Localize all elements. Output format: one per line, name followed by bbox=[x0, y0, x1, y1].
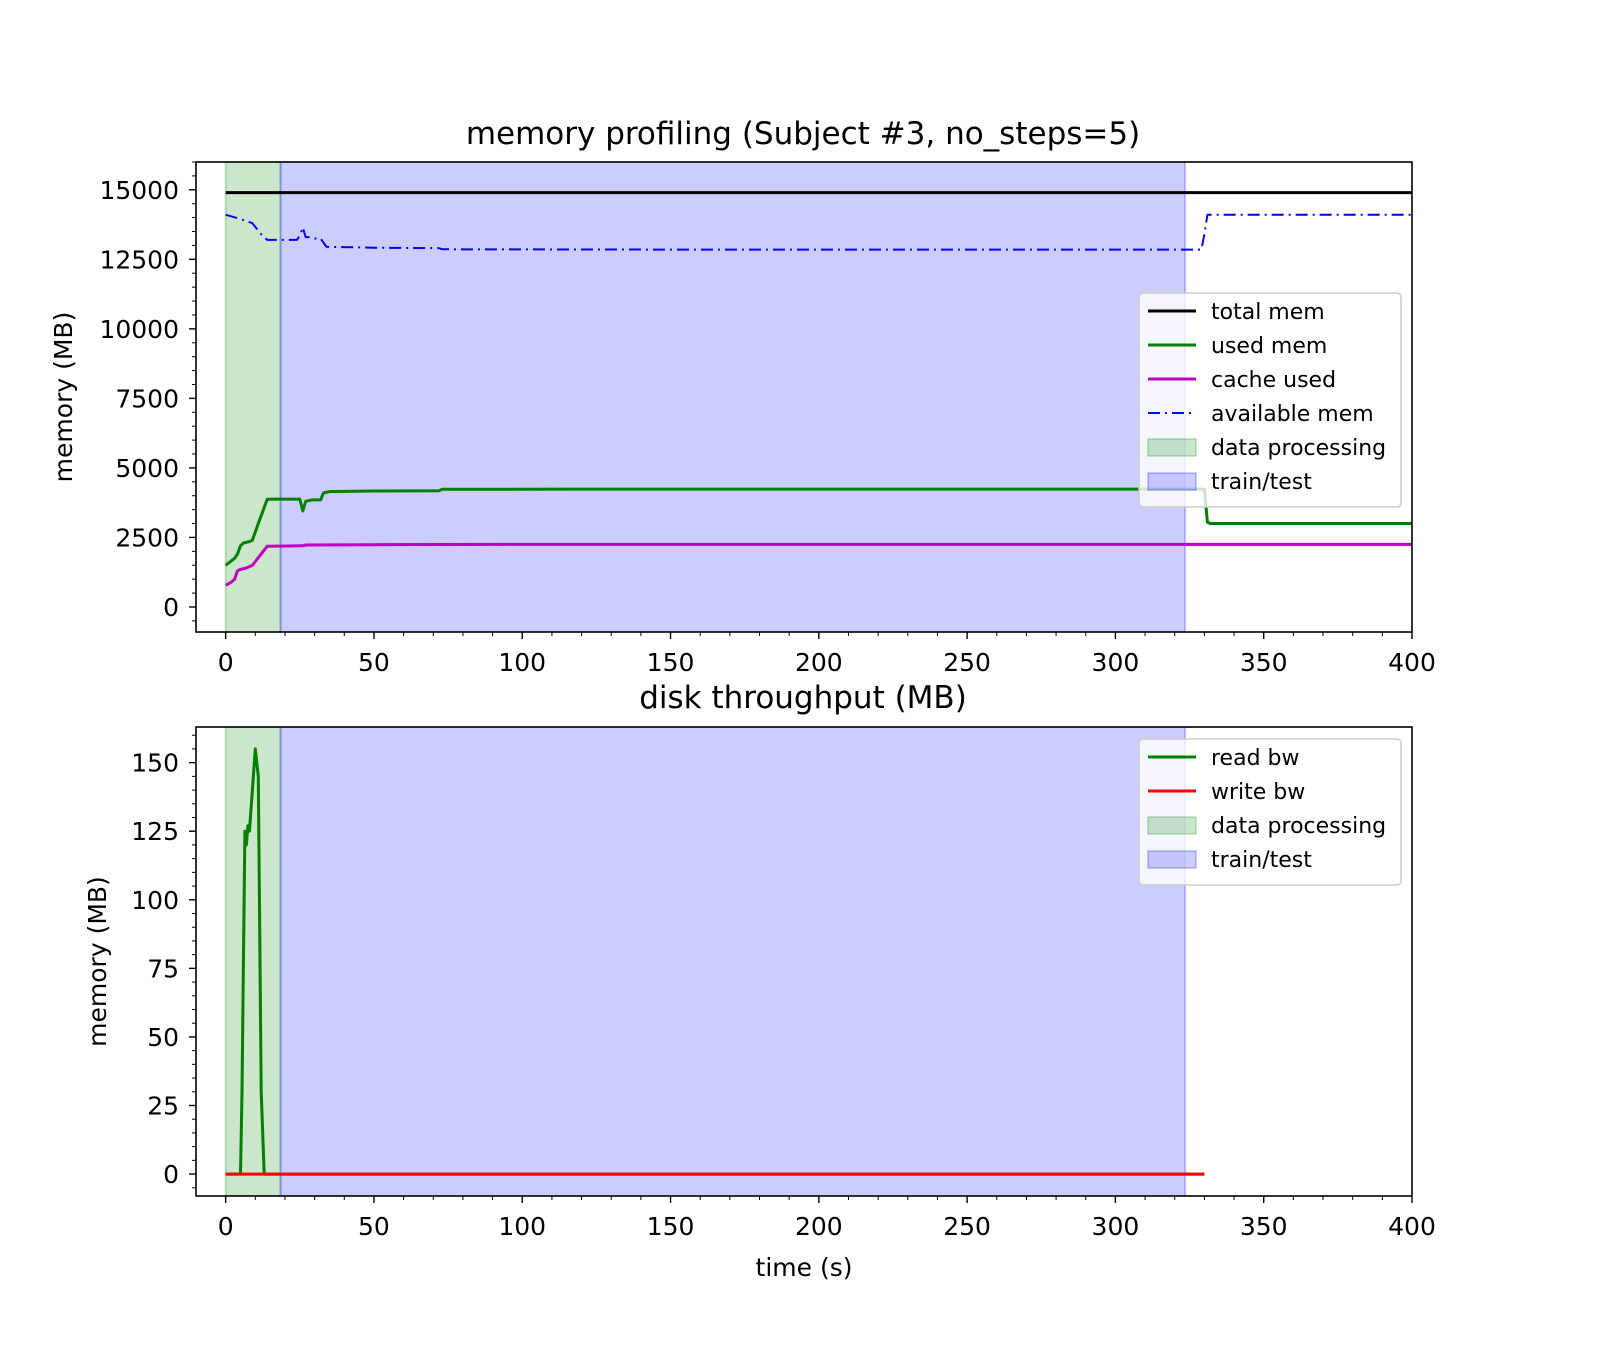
x-tick-label: 400 bbox=[1388, 1212, 1436, 1241]
x-tick-label: 350 bbox=[1240, 648, 1288, 677]
disk-throughput-chart: disk throughput (MB) 0 50 100 150 200 250 300 3… bbox=[83, 680, 1436, 1282]
x-axis-label: time (s) bbox=[756, 1253, 853, 1282]
plot-frame bbox=[195, 161, 1413, 633]
legend: read bw write bw data processing train/test bbox=[1138, 738, 1402, 886]
legend-swatch-data-processing bbox=[1147, 438, 1197, 457]
legend-label-available-mem: available mem bbox=[1211, 402, 1374, 427]
legend-label-total-mem: total mem bbox=[1211, 300, 1325, 325]
x-tick-label: 100 bbox=[498, 1212, 546, 1241]
span-train-test bbox=[280, 727, 1186, 1196]
y-tick-label: 0 bbox=[163, 1160, 179, 1189]
y-tick-label: 25 bbox=[147, 1091, 179, 1120]
series-layer bbox=[225, 747, 1205, 1176]
x-tick-label: 300 bbox=[1092, 1212, 1140, 1241]
series-read-bw bbox=[225, 747, 1205, 1176]
span-data-processing bbox=[225, 727, 281, 1196]
legend-box bbox=[1138, 292, 1402, 508]
x-tick-label: 250 bbox=[943, 648, 991, 677]
legend-label-train-test: train/test bbox=[1211, 470, 1312, 495]
legend-swatch-train-test bbox=[1147, 472, 1197, 491]
chart-title: disk throughput (MB) bbox=[639, 680, 967, 716]
x-tick-label: 150 bbox=[647, 648, 695, 677]
plot-frame bbox=[195, 726, 1413, 1197]
x-tick-label: 200 bbox=[795, 648, 843, 677]
y-tick-label: 50 bbox=[147, 1023, 179, 1052]
span-layer bbox=[224, 162, 1187, 632]
legend: total mem used mem cache used available mem… bbox=[1138, 292, 1402, 508]
x-tick-label: 100 bbox=[498, 648, 546, 677]
y-tick-label: 7500 bbox=[115, 384, 179, 413]
y-axis-label: memory (MB) bbox=[49, 312, 78, 483]
x-tick-label: 350 bbox=[1240, 1212, 1288, 1241]
y-tick-label: 150 bbox=[131, 749, 179, 778]
y-tick-label: 12500 bbox=[99, 245, 179, 274]
x-tick-label: 0 bbox=[218, 1212, 234, 1241]
legend-label-data-processing: data processing bbox=[1211, 814, 1386, 839]
x-tick-label: 50 bbox=[358, 648, 390, 677]
legend-label-data-processing: data processing bbox=[1211, 436, 1386, 461]
x-tick-label: 300 bbox=[1092, 648, 1140, 677]
legend-swatch-data-processing bbox=[1147, 816, 1197, 835]
span-train-test bbox=[280, 162, 1186, 632]
y-tick-label: 15000 bbox=[99, 176, 179, 205]
x-tick-label: 150 bbox=[647, 1212, 695, 1241]
legend-label-cache-used: cache used bbox=[1211, 368, 1336, 393]
span-layer bbox=[224, 727, 1187, 1196]
y-tick-label: 100 bbox=[131, 886, 179, 915]
chart-title: memory profiling (Subject #3, no_steps=5… bbox=[466, 116, 1140, 152]
legend-box bbox=[1138, 738, 1402, 886]
x-tick-label: 400 bbox=[1388, 648, 1436, 677]
x-tick-label: 250 bbox=[943, 1212, 991, 1241]
series-layer bbox=[224, 191, 1412, 587]
x-tick-label: 50 bbox=[358, 1212, 390, 1241]
tick-layer: 0 50 100 150 200 250 300 350 400 0 25 50 75 100 125 150 bbox=[131, 734, 1436, 1241]
legend-label-write-bw: write bw bbox=[1211, 780, 1305, 805]
tick-layer: 0 50 100 150 200 250 300 350 400 0 2500 5000 7500 100… bbox=[99, 161, 1436, 677]
memory-profiling-chart: memory profiling (Subject #3, no_steps=5… bbox=[49, 116, 1436, 677]
legend-label-used-mem: used mem bbox=[1211, 334, 1327, 359]
y-tick-label: 5000 bbox=[115, 454, 179, 483]
legend-swatch-train-test bbox=[1147, 850, 1197, 869]
span-data-processing bbox=[225, 162, 281, 632]
y-axis-label: memory (MB) bbox=[83, 876, 112, 1047]
y-tick-label: 75 bbox=[147, 954, 179, 983]
x-tick-label: 200 bbox=[795, 1212, 843, 1241]
x-tick-label: 0 bbox=[218, 648, 234, 677]
y-tick-label: 2500 bbox=[115, 523, 179, 552]
series-available-mem bbox=[225, 213, 1412, 251]
y-tick-label: 125 bbox=[131, 817, 179, 846]
y-tick-label: 0 bbox=[163, 593, 179, 622]
y-tick-label: 10000 bbox=[99, 315, 179, 344]
legend-label-read-bw: read bw bbox=[1211, 746, 1300, 771]
legend-label-train-test: train/test bbox=[1211, 848, 1312, 873]
series-cache-used bbox=[224, 542, 1412, 587]
